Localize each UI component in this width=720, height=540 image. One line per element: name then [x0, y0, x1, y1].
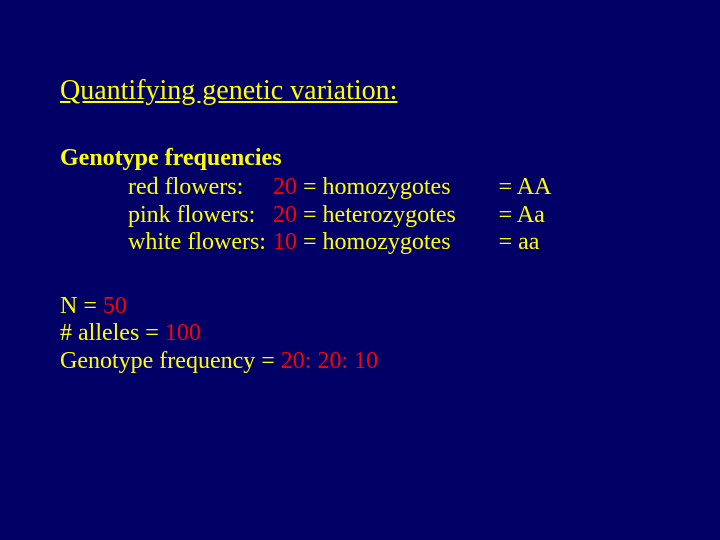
genotype: aa [518, 229, 539, 255]
equals: = [493, 202, 517, 228]
zygote-type: homozygotes [323, 174, 493, 202]
genotype: Aa [517, 202, 545, 228]
flower-count: 20 [273, 202, 297, 228]
n-label: N = [60, 293, 103, 319]
alleles-label: # alleles = [60, 320, 165, 346]
alleles-value: 100 [165, 320, 201, 346]
flower-label: white flowers: [128, 229, 273, 257]
flower-row-red: red flowers:20 = homozygotes = AA [60, 174, 660, 202]
flower-row-white: white flowers:10 = homozygotes = aa [60, 229, 660, 257]
flower-label: pink flowers: [128, 202, 273, 230]
equals: = [493, 174, 517, 200]
zygote-type: homozygotes [323, 229, 493, 257]
flower-label: red flowers: [128, 174, 273, 202]
equals: = [493, 229, 519, 255]
freq-label: Genotype frequency = [60, 348, 281, 374]
section-header: Genotype frequencies [60, 145, 660, 172]
alleles-line: # alleles = 100 [60, 320, 660, 348]
zygote-type: heterozygotes [323, 202, 493, 230]
frequency-line: Genotype frequency = 20: 20: 10 [60, 348, 660, 376]
summary-section: N = 50 # alleles = 100 Genotype frequenc… [60, 293, 660, 376]
flower-row-pink: pink flowers:20 = heterozygotes = Aa [60, 202, 660, 230]
equals: = [297, 174, 323, 200]
n-value: 50 [103, 293, 127, 319]
n-line: N = 50 [60, 293, 660, 321]
flower-count: 20 [273, 174, 297, 200]
equals: = [297, 229, 323, 255]
freq-value: 20: 20: 10 [281, 348, 378, 374]
flower-count: 10 [273, 229, 297, 255]
genotype: AA [517, 174, 552, 200]
slide-title: Quantifying genetic variation: [60, 75, 660, 107]
equals: = [297, 202, 323, 228]
